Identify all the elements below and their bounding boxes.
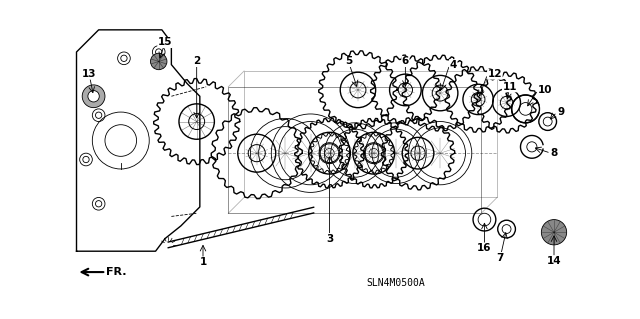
Circle shape [541,219,566,245]
Text: 3: 3 [326,234,333,243]
Text: 10: 10 [538,85,553,95]
Text: 16: 16 [477,243,492,253]
Text: SLN4M0500A: SLN4M0500A [367,278,425,288]
Circle shape [88,91,99,102]
Text: 15: 15 [158,38,172,48]
Text: 9: 9 [557,107,564,117]
Text: 11: 11 [502,82,517,92]
Circle shape [150,53,167,70]
Text: FR.: FR. [106,267,127,277]
Text: 12: 12 [488,69,502,79]
Text: 2: 2 [193,56,200,66]
Text: 1: 1 [200,257,207,267]
Text: 4: 4 [450,60,457,70]
Text: 14: 14 [547,256,561,266]
Text: 7: 7 [497,253,504,263]
Text: 6: 6 [402,56,409,66]
Circle shape [82,85,105,108]
Text: 5: 5 [345,56,352,66]
Text: 13: 13 [82,69,97,79]
Text: 8: 8 [551,148,558,158]
